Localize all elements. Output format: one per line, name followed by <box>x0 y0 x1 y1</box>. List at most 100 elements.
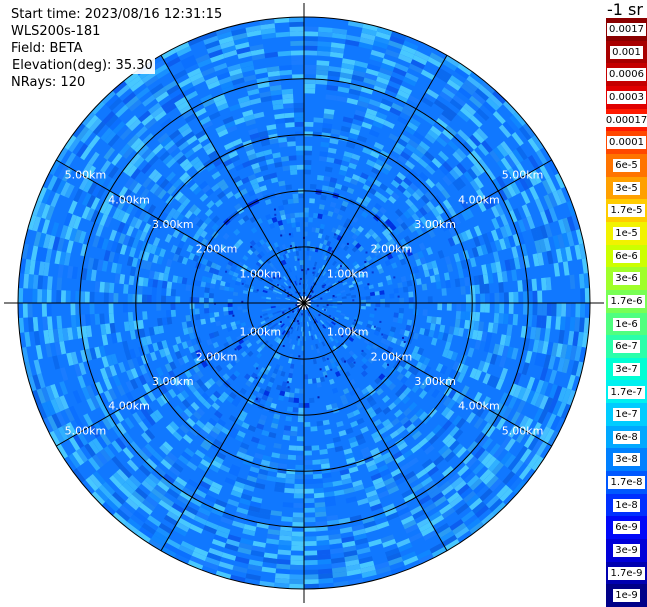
data-speck <box>373 325 376 328</box>
range-gate-cell <box>579 317 585 333</box>
range-gate-cell <box>386 335 393 342</box>
range-gate-cell <box>444 409 455 420</box>
range-gate-cell <box>366 323 372 329</box>
range-gate-cell <box>382 406 391 415</box>
range-gate-cell <box>482 361 490 373</box>
range-gate-cell <box>511 347 519 360</box>
range-gate-cell <box>312 359 317 365</box>
range-gate-cell <box>128 494 142 507</box>
range-gate-cell <box>245 573 261 581</box>
range-gate-cell <box>430 514 445 526</box>
range-gate-cell <box>508 303 514 314</box>
range-gate-cell <box>344 554 359 562</box>
range-gate-cell <box>175 336 182 345</box>
range-gate-cell <box>131 490 145 503</box>
range-gate-cell <box>230 574 246 583</box>
range-gate-cell <box>166 288 172 296</box>
range-gate-cell <box>473 391 483 404</box>
range-gate-cell <box>456 372 466 384</box>
range-gate-cell <box>402 286 409 293</box>
range-gate-cell <box>419 380 428 390</box>
range-gate-cell <box>66 422 77 437</box>
range-gate-cell <box>76 448 88 463</box>
range-gate-cell <box>428 408 438 418</box>
range-gate-cell <box>227 534 242 543</box>
range-gate-cell <box>72 451 85 466</box>
range-gate-cell <box>435 363 444 373</box>
range-gate-cell <box>336 309 342 313</box>
range-gate-cell <box>411 384 420 393</box>
range-gate-cell <box>172 525 188 537</box>
range-gate-cell <box>397 317 403 324</box>
colorbar-level: 1.7e-8 <box>606 471 647 495</box>
range-gate-cell <box>138 464 151 477</box>
range-gate-cell <box>464 319 470 330</box>
data-speck <box>232 314 235 317</box>
range-gate-cell <box>217 395 226 403</box>
range-gate-cell <box>290 329 294 335</box>
range-gate-cell <box>41 303 47 317</box>
range-gate-cell <box>122 303 128 313</box>
range-gate-cell <box>226 395 234 404</box>
range-gate-cell <box>111 456 124 469</box>
range-gate-cell <box>220 354 227 362</box>
range-gate-cell <box>555 343 563 358</box>
range-gate-cell <box>163 347 171 356</box>
range-gate-cell <box>161 280 168 289</box>
range-gate-cell <box>161 288 167 296</box>
range-gate-cell <box>460 510 475 523</box>
range-gate-cell <box>541 277 547 291</box>
range-gate-cell <box>163 514 178 526</box>
range-gate-cell <box>412 332 420 340</box>
range-gate-cell <box>428 488 442 499</box>
range-gate-cell <box>78 362 87 376</box>
range-gate-cell <box>247 564 263 572</box>
range-gate-cell <box>249 501 262 509</box>
range-gate-cell <box>469 311 476 321</box>
range-gate-cell <box>398 542 413 553</box>
range-gate-cell <box>126 369 135 381</box>
range-gate-cell <box>415 468 428 479</box>
data-speck <box>328 315 331 318</box>
range-gate-cell <box>203 297 209 303</box>
range-gate-cell <box>205 421 215 431</box>
range-gate-cell <box>361 570 377 579</box>
range-gate-cell <box>27 375 37 392</box>
range-gate-cell <box>189 427 199 437</box>
range-gate-cell <box>234 434 244 443</box>
range-gate-cell <box>114 410 125 423</box>
range-gate-cell <box>544 328 551 342</box>
range-gate-cell <box>424 444 435 455</box>
range-gate-cell <box>418 521 433 533</box>
range-gate-cell <box>291 536 304 542</box>
range-gate-cell <box>229 373 237 381</box>
range-gate-cell <box>231 399 240 407</box>
range-gate-cell <box>180 540 196 552</box>
range-gate-cell <box>185 284 191 291</box>
data-speck <box>381 333 384 336</box>
range-ring-label: 1.00km <box>240 326 282 339</box>
range-gate-cell <box>239 410 248 418</box>
range-gate-cell <box>192 373 200 382</box>
colorbar-level-label: 0.0003 <box>607 91 646 105</box>
range-gate-cell <box>274 336 279 342</box>
colorbar-level-label: 0.0006 <box>607 68 646 82</box>
range-gate-cell <box>187 478 200 489</box>
range-gate-cell <box>365 303 371 307</box>
range-gate-cell <box>170 303 176 310</box>
range-gate-cell <box>561 303 567 317</box>
range-gate-cell <box>348 362 355 369</box>
range-gate-cell <box>322 306 328 308</box>
range-gate-cell <box>200 441 211 451</box>
range-gate-cell <box>344 316 350 321</box>
data-speck <box>299 277 302 280</box>
range-gate-cell <box>275 354 281 360</box>
range-gate-cell <box>299 212 304 218</box>
range-gate-cell <box>285 473 295 480</box>
range-gate-cell <box>263 340 269 346</box>
range-gate-cell <box>394 476 407 486</box>
range-gate-cell <box>254 482 266 490</box>
range-gate-cell <box>492 445 505 459</box>
range-gate-cell <box>415 408 425 418</box>
range-gate-cell <box>95 394 105 407</box>
